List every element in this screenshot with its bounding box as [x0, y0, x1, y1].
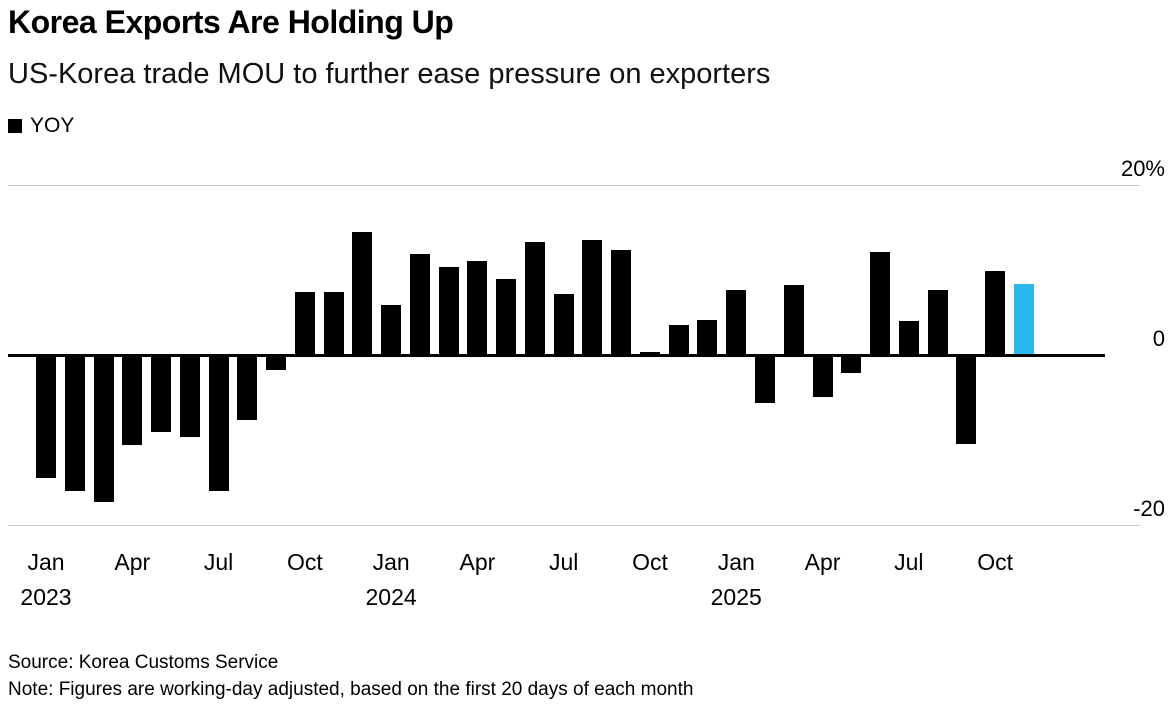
bar: [755, 355, 775, 403]
x-axis-label: Oct: [977, 549, 1013, 575]
bar: [151, 355, 172, 433]
bar: [812, 355, 833, 397]
x-axis-label: Jul: [548, 549, 579, 575]
chart-subtitle: US-Korea trade MOU to further ease press…: [8, 58, 771, 90]
source-text: Source: Korea Customs Service: [8, 652, 279, 673]
x-axis-label: Jan: [717, 549, 755, 575]
bar: [841, 355, 862, 373]
x-axis-label: Jan: [27, 549, 65, 575]
bar: [783, 285, 804, 355]
bar: [294, 292, 315, 355]
bar: [524, 241, 545, 355]
bar: [36, 355, 56, 479]
bar: [438, 266, 459, 355]
x-axis-label: Jan: [372, 549, 410, 575]
x-axis-label: Apr: [804, 549, 841, 575]
bar: [237, 355, 258, 420]
bar: [956, 355, 977, 445]
y-axis-label: 20%: [1120, 156, 1165, 181]
bar: [179, 355, 200, 437]
bar: [64, 355, 85, 491]
bar: [726, 290, 747, 355]
bar: [611, 249, 632, 355]
bar: [122, 355, 143, 446]
x-axis-label: Oct: [632, 549, 668, 575]
zero-axis-line: [8, 354, 1105, 357]
x-axis-label: Jul: [894, 549, 924, 575]
bar: [898, 321, 919, 355]
legend-swatch-icon: [8, 119, 22, 133]
bar-highlighted: [1013, 283, 1034, 355]
x-axis-label: Apr: [459, 549, 496, 575]
gridline: [8, 185, 1140, 186]
legend: YOY: [8, 114, 74, 138]
bar: [93, 355, 114, 503]
x-axis-year-label: 2025: [710, 584, 762, 610]
gridline: [8, 525, 1140, 526]
note-text: Note: Figures are working-day adjusted, …: [8, 679, 694, 700]
bar: [323, 292, 344, 355]
bar: [668, 325, 689, 355]
y-axis-label: -20: [1133, 496, 1165, 521]
bar: [467, 260, 488, 355]
bar: [697, 320, 718, 355]
bar: [870, 252, 891, 355]
bar: [985, 270, 1006, 355]
bar: [208, 355, 229, 491]
x-axis-label: Jul: [203, 549, 234, 575]
bar: [352, 231, 373, 355]
bar: [553, 293, 574, 355]
x-axis-label: Apr: [114, 549, 151, 575]
bar: [266, 355, 287, 371]
bar: [927, 290, 948, 355]
x-axis-label: Oct: [286, 549, 323, 575]
x-axis-year-label: 2024: [365, 584, 417, 610]
x-axis-year-label: 2023: [20, 584, 72, 610]
bar: [409, 253, 430, 355]
y-axis-label: 0: [1152, 326, 1165, 351]
legend-label: YOY: [30, 114, 75, 137]
bar: [639, 352, 660, 355]
bar: [381, 304, 402, 355]
bar: [496, 279, 517, 355]
bar: [582, 240, 603, 355]
chart-title: Korea Exports Are Holding Up: [8, 4, 454, 40]
